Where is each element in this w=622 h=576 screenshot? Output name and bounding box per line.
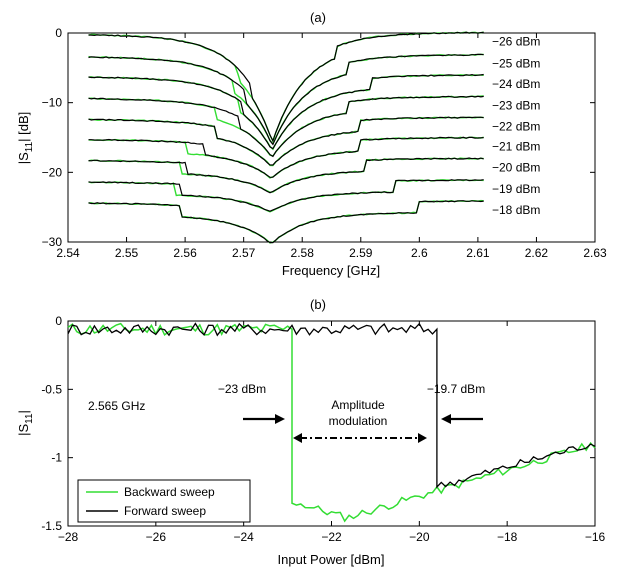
panel-a-x-tick-label: 2.57 [232, 246, 256, 260]
panel-b-y-tick-label: 0 [55, 314, 62, 328]
amplitude-annotation: Amplitude [331, 398, 385, 412]
panel-b-y-tick-label: -0.5 [41, 382, 62, 396]
panel-b-x-tick-label: −20 [409, 530, 430, 544]
right-arrow [441, 414, 483, 424]
panel-a-series-labels: −26 dBm −25 dBm −24 dBm −23 dBm −22 dBm −21 d… [492, 34, 540, 217]
panel-a-y-tick-label: −10 [42, 96, 63, 110]
panel-b-x-tick-label: −22 [321, 530, 342, 544]
panel-a-backward-curve [88, 53, 484, 146]
panel-a-y-tick-label: −20 [42, 165, 63, 179]
panel-a-forward-curve [88, 157, 484, 194]
panel-a-x-tick-label: 2.56 [173, 246, 197, 260]
panel-a-title: (a) [310, 10, 326, 25]
panel-a-y-tick-label: 0 [55, 26, 62, 40]
panel-a-backward-curve [88, 95, 484, 157]
panel-a-series-label: −24 dBm [492, 77, 540, 91]
panel-a: (a) 2.54 2.55 2.56 2.57 2.58 2.59 2.6 2.61 2.62 2… [16, 10, 607, 278]
panel-a-backward-curve [88, 31, 484, 143]
panel-b-x-tick-label: −24 [233, 530, 254, 544]
panel-a-x-axis-label: Frequency [GHz] [282, 263, 380, 278]
panel-a-backward-curve [88, 136, 484, 179]
panel-a-backward-curve [88, 157, 484, 193]
panel-a-x-tick-label: 2.58 [291, 246, 315, 260]
panel-b-y-tick-label: -1.5 [41, 519, 62, 533]
panel-a-series-label: −18 dBm [492, 203, 540, 217]
panel-a-forward-curve [88, 179, 484, 212]
panel-a-forward-curve [88, 31, 484, 143]
modulation-annotation: modulation [329, 414, 388, 428]
panel-a-x-tick-label: 2.55 [115, 246, 139, 260]
panel-a-forward-curve [88, 200, 484, 244]
left-arrow [243, 414, 285, 424]
panel-a-x-tick-label: 2.63 [583, 246, 607, 260]
panel-a-y-axis-label: |S11| [dB] [16, 112, 35, 165]
panel-a-series-label: −26 dBm [492, 34, 540, 48]
panel-a-series-label: −20 dBm [492, 160, 540, 174]
panel-b-title: (b) [310, 297, 326, 312]
panel-a-series-label: −19 dBm [492, 182, 540, 196]
frequency-annotation: 2.565 GHz [88, 399, 145, 413]
panel-b-y-tick-label: -1 [51, 451, 62, 465]
panel-a-forward-curve [88, 53, 484, 146]
panel-b-curves [67, 322, 596, 523]
panel-b-x-tick-label: −28 [58, 530, 79, 544]
panel-b-x-axis-label: Input Power [dBm] [278, 552, 385, 567]
panel-a-forward-curve [88, 136, 484, 178]
panel-a-series-label: −21 dBm [492, 140, 540, 154]
panel-a-axes-box [67, 32, 596, 243]
panel-a-x-tick-label: 2.61 [466, 246, 490, 260]
legend-forward-label: Forward sweep [124, 504, 206, 518]
panel-a-backward-curve [88, 199, 484, 244]
panel-a-forward-curve [88, 116, 484, 166]
panel-a-curves [88, 31, 484, 244]
panel-b-x-tick-label: −16 [585, 530, 606, 544]
panel-a-x-tick-label: 2.62 [525, 246, 549, 260]
modulation-double-arrow [293, 433, 427, 443]
panel-a-series-label: −23 dBm [492, 98, 540, 112]
panel-a-series-label: −22 dBm [492, 119, 540, 133]
panel-a-x-tick-label: 2.54 [56, 246, 80, 260]
panel-b-y-axis-label: |S11| [16, 410, 35, 436]
legend: Backward sweep Forward sweep [77, 479, 251, 523]
legend-box [77, 479, 251, 523]
panel-a-x-tick-label: 2.59 [349, 246, 373, 260]
left-threshold-annotation: −23 dBm [218, 382, 266, 396]
panel-a-forward-curve [88, 73, 484, 150]
forward-sweep-line [67, 322, 596, 489]
panel-a-y-tick-label: −30 [42, 235, 63, 249]
panel-a-ticks: 2.54 2.55 2.56 2.57 2.58 2.59 2.6 2.61 2.62 2.63 0… [42, 26, 607, 260]
legend-backward-label: Backward sweep [124, 485, 215, 499]
right-threshold-annotation: −19.7 dBm [427, 382, 485, 396]
panel-b-x-tick-label: −26 [146, 530, 167, 544]
panel-a-x-tick-label: 2.6 [411, 246, 428, 260]
panel-a-forward-curve [88, 95, 484, 158]
panel-b-x-tick-label: −18 [497, 530, 518, 544]
panel-b: (b) −28 −26 −24 −22 −20 −18 −16 0 -0.5 -1 -1.5 2.5… [16, 297, 606, 567]
panel-b-ticks: −28 −26 −24 −22 −20 −18 −16 0 -0.5 -1 -1.5 [41, 314, 605, 544]
panel-a-series-label: −25 dBm [492, 57, 540, 71]
